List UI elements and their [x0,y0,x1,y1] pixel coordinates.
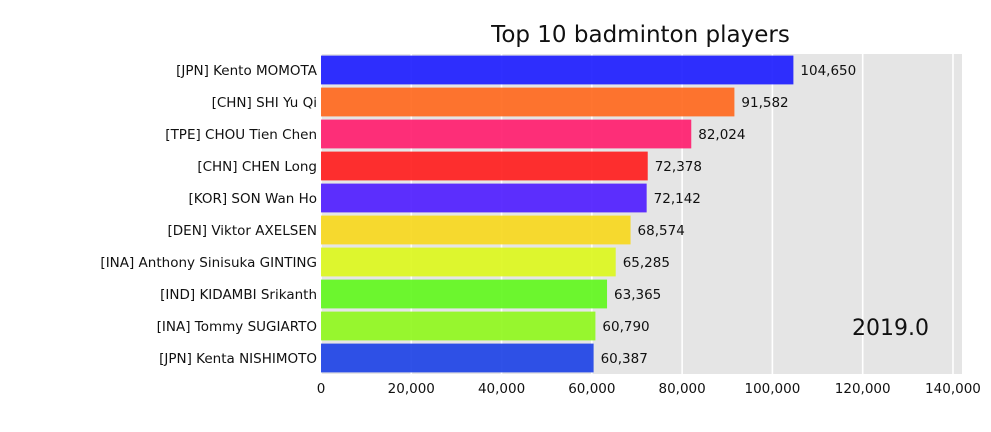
value-label: 72,142 [654,191,701,207]
x-tick-label: 120,000 [835,381,891,397]
category-label: [JPN] Kento MOMOTA [176,63,318,79]
category-label: [DEN] Viktor AXELSEN [168,223,317,239]
value-label: 72,378 [655,159,702,175]
bar [321,119,692,149]
value-label: 82,024 [698,127,745,143]
x-tick-label: 60,000 [568,381,615,397]
bar [321,151,648,181]
x-tick-label: 100,000 [744,381,800,397]
x-tick-labels: 0 20,000 40,000 60,000 80,000 100,000 120,000 1… [317,381,981,397]
bar [321,55,794,85]
value-label: 65,285 [623,255,670,271]
category-label: [JPN] Kenta NISHIMOTO [159,351,317,367]
bar [321,87,735,117]
bar [321,215,631,245]
x-tick-label: 0 [317,381,326,397]
x-tick-label: 20,000 [388,381,435,397]
value-label: 91,582 [741,95,788,111]
x-tick-label: 40,000 [478,381,525,397]
bar [321,279,608,309]
value-label: 63,365 [614,287,661,303]
category-label: [CHN] CHEN Long [197,159,317,175]
bar [321,311,596,341]
category-label: [INA] Anthony Sinisuka GINTING [100,255,317,271]
category-label: [KOR] SON Wan Ho [188,191,317,207]
value-label: 60,790 [602,319,649,335]
bar [321,183,647,213]
category-label: [INA] Tommy SUGIARTO [157,319,317,335]
category-label: [TPE] CHOU Tien Chen [165,127,317,143]
x-tick-label: 80,000 [659,381,706,397]
category-labels: [JPN] Kento MOMOTA [CHN] SHI Yu Qi [TPE] C… [100,63,317,367]
value-label: 60,387 [601,351,648,367]
bars [321,55,794,373]
bar [321,343,594,373]
category-label: [CHN] SHI Yu Qi [212,95,317,111]
value-label: 68,574 [638,223,685,239]
value-labels: 104,650 91,582 82,024 72,378 72,142 68,574 65,… [601,63,857,367]
x-tick-label: 140,000 [925,381,981,397]
chart-title: Top 10 badminton players [490,22,790,48]
period-label: 2019.0 [852,316,929,341]
bar [321,247,616,277]
category-label: [IND] KIDAMBI Srikanth [160,287,317,303]
value-label: 104,650 [800,63,856,79]
